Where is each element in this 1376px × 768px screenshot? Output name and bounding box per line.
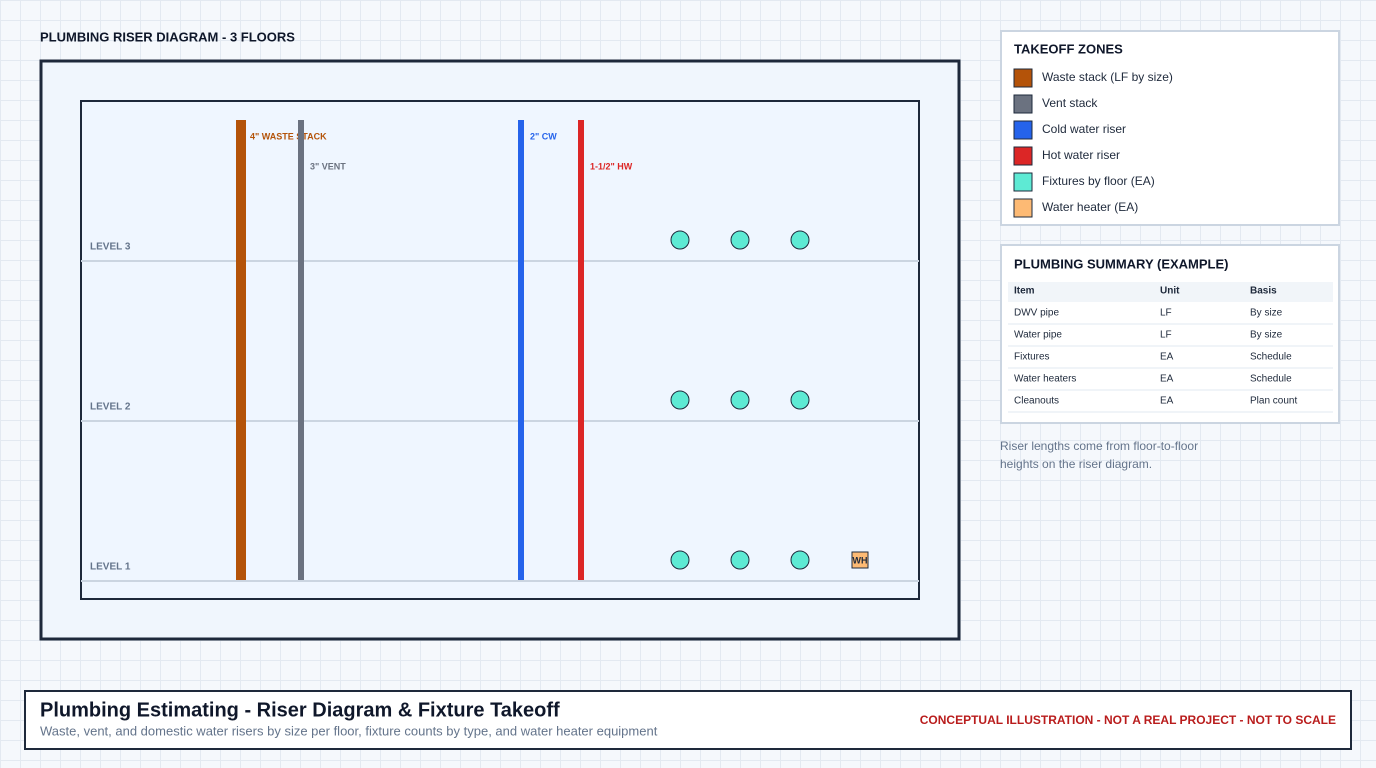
footer-subtitle: Waste, vent, and domestic water risers b… xyxy=(40,723,658,738)
stack-label: 3" VENT xyxy=(310,161,346,171)
table-cell: Schedule xyxy=(1250,374,1292,385)
footer-disclaimer: CONCEPTUAL ILLUSTRATION - NOT A REAL PRO… xyxy=(920,713,1336,727)
table-cell: Cleanouts xyxy=(1014,396,1059,407)
legend-label: Waste stack (LF by size) xyxy=(1042,70,1173,84)
legend-swatch xyxy=(1013,146,1033,166)
fixture xyxy=(730,390,750,410)
fixture xyxy=(790,230,810,250)
table-cell: Schedule xyxy=(1250,352,1292,363)
table-cell: DWV pipe xyxy=(1014,308,1059,319)
table-cell: Water pipe xyxy=(1014,330,1062,341)
stack-label: 2" CW xyxy=(530,131,557,141)
table-cell: EA xyxy=(1160,352,1174,363)
legend-label: Hot water riser xyxy=(1042,148,1120,162)
legend-label: Cold water riser xyxy=(1042,122,1126,136)
table-cell: EA xyxy=(1160,396,1174,407)
diagram-title: PLUMBING RISER DIAGRAM - 3 FLOORS xyxy=(40,29,295,44)
summary-title: PLUMBING SUMMARY (EXAMPLE) xyxy=(1014,256,1229,271)
footer-box xyxy=(24,690,1352,750)
table-header: Item xyxy=(1014,286,1035,297)
legend-swatch xyxy=(1013,94,1033,114)
fixture xyxy=(730,550,750,570)
stack xyxy=(578,120,584,580)
legend-label: Fixtures by floor (EA) xyxy=(1042,174,1155,188)
fixture xyxy=(730,230,750,250)
legend-title: TAKEOFF ZONES xyxy=(1014,41,1123,56)
table-header-bg xyxy=(1008,282,1333,302)
stack-label: 1-1/2" HW xyxy=(590,161,633,171)
note-text: Riser lengths come from floor-to-floor xyxy=(1000,439,1198,453)
legend-swatch xyxy=(1013,172,1033,192)
legend-swatch xyxy=(1013,198,1033,218)
stack-label: 4" WASTE STACK xyxy=(250,131,327,141)
fixture xyxy=(790,550,810,570)
fixture xyxy=(670,390,690,410)
legend-label: Water heater (EA) xyxy=(1042,200,1138,214)
stack xyxy=(298,120,304,580)
summary-box xyxy=(1000,244,1340,424)
water-heater xyxy=(851,551,869,569)
table-header: Basis xyxy=(1250,286,1277,297)
legend-box xyxy=(1000,30,1340,226)
footer-title: Plumbing Estimating - Riser Diagram & Fi… xyxy=(40,699,560,721)
stack xyxy=(518,120,524,580)
table-cell: Plan count xyxy=(1250,396,1297,407)
table-cell: Water heaters xyxy=(1014,374,1076,385)
table-cell: LF xyxy=(1160,308,1172,319)
note-text: heights on the riser diagram. xyxy=(1000,457,1152,471)
fixture xyxy=(670,230,690,250)
stack xyxy=(236,120,246,580)
level-label: LEVEL 2 xyxy=(90,402,131,413)
fixture xyxy=(790,390,810,410)
table-cell: By size xyxy=(1250,308,1283,319)
table-cell: Fixtures xyxy=(1014,352,1050,363)
legend-label: Vent stack xyxy=(1042,96,1098,110)
level-label: LEVEL 1 xyxy=(90,562,131,573)
legend-swatch xyxy=(1013,120,1033,140)
water-heater-label: WH xyxy=(853,555,868,565)
level-label: LEVEL 3 xyxy=(90,242,131,253)
legend-swatch xyxy=(1013,68,1033,88)
table-cell: LF xyxy=(1160,330,1172,341)
building-frame xyxy=(80,100,920,600)
table-cell: EA xyxy=(1160,374,1174,385)
fixture xyxy=(670,550,690,570)
table-header: Unit xyxy=(1160,286,1180,297)
table-cell: By size xyxy=(1250,330,1283,341)
